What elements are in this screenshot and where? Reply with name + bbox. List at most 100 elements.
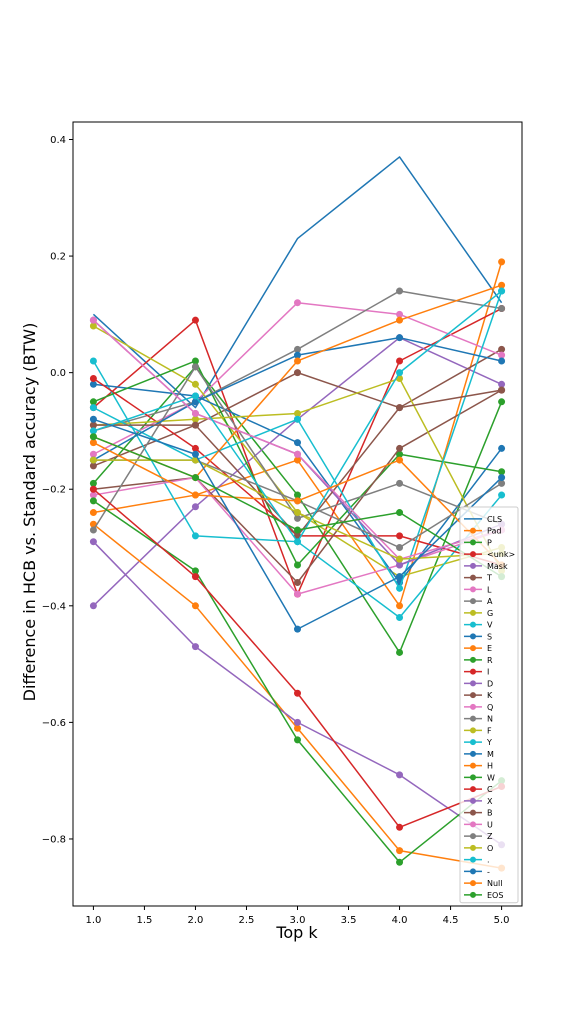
data-point — [191, 532, 199, 540]
data-point — [396, 310, 404, 318]
data-point — [294, 514, 301, 522]
data-point — [191, 421, 199, 429]
data-point — [89, 497, 97, 505]
x-tick-label: 3.0 — [290, 915, 306, 926]
data-point — [89, 374, 97, 382]
data-point — [294, 689, 301, 697]
x-axis-label: Top k — [275, 923, 318, 942]
legend-marker — [470, 633, 476, 640]
legend-marker — [470, 645, 476, 652]
data-point — [89, 450, 97, 458]
legend-label: CLS — [487, 515, 502, 524]
data-point — [294, 456, 301, 464]
data-point — [89, 415, 97, 423]
legend-label: N — [487, 715, 493, 724]
series-30 — [89, 415, 506, 633]
legend-marker — [470, 527, 476, 534]
legend-marker — [470, 551, 476, 558]
data-point — [89, 509, 97, 517]
data-point — [89, 602, 97, 610]
x-tick-label: 2.5 — [239, 915, 255, 926]
legend-marker — [470, 821, 476, 828]
data-point — [396, 357, 404, 365]
legend-marker — [470, 739, 476, 746]
data-point — [89, 485, 97, 493]
legend-marker — [470, 715, 476, 722]
y-tick-label: 0.0 — [50, 368, 66, 379]
data-point — [294, 369, 301, 377]
legend-marker — [470, 868, 476, 875]
y-tick-label: −0.6 — [42, 718, 66, 729]
legend-label: D — [487, 679, 493, 688]
series-25 — [89, 386, 506, 540]
legend-label: Y — [486, 738, 492, 747]
x-tick-label: 1.0 — [85, 915, 101, 926]
data-point — [396, 613, 404, 621]
data-point — [498, 345, 506, 353]
data-point — [396, 858, 404, 866]
legend-marker — [470, 891, 476, 898]
data-point — [498, 305, 506, 313]
data-point — [498, 386, 506, 394]
legend-label: O — [487, 844, 493, 853]
data-point — [498, 357, 506, 365]
data-point — [498, 468, 506, 476]
data-point — [396, 561, 404, 569]
data-point — [89, 479, 97, 487]
data-point — [294, 299, 301, 307]
data-point — [396, 648, 404, 656]
legend-marker — [470, 621, 476, 628]
data-point — [191, 491, 199, 499]
legend: CLS Pad P <unk> Mask TLAGVSERIDKQNFYMHWCXBUZO… — [459, 506, 519, 904]
legend-label: Null — [487, 879, 503, 888]
data-point — [396, 532, 404, 540]
legend-label: EOS — [487, 891, 503, 900]
data-point — [498, 479, 506, 487]
data-point — [294, 509, 301, 517]
data-point — [294, 736, 301, 744]
data-point — [89, 427, 97, 435]
legend-marker — [470, 797, 476, 804]
y-tick-label: −0.4 — [42, 601, 66, 612]
data-point — [191, 474, 199, 482]
x-tick-label: 3.5 — [341, 915, 357, 926]
y-axis-label: Difference in HCB vs. Standard accuracy … — [20, 323, 39, 702]
y-axis-ticks: 0.4 0.2 0.0 −0.2 −0.4 −0.6 −0.8 — [42, 135, 73, 845]
legend-marker — [470, 880, 476, 887]
data-point — [498, 380, 506, 388]
data-point — [191, 392, 199, 400]
x-axis-ticks: 1.0 1.5 2.0 2.5 3.0 3.5 4.0 4.5 5.0 — [85, 906, 510, 926]
data-point — [294, 561, 301, 569]
data-point — [396, 823, 404, 831]
legend-label: K — [487, 691, 493, 700]
legend-label: <unk> — [487, 550, 515, 559]
legend-label: Mask — [487, 562, 508, 571]
x-tick-label: 4.0 — [392, 915, 408, 926]
data-point — [191, 380, 199, 388]
series-29 — [89, 287, 506, 546]
data-point — [191, 415, 199, 423]
legend-marker — [470, 562, 476, 569]
legend-label: T — [486, 574, 492, 583]
data-point — [498, 281, 506, 289]
data-point — [396, 544, 404, 552]
data-point — [89, 439, 97, 447]
legend-label: V — [487, 621, 493, 630]
data-point — [89, 526, 97, 534]
x-tick-label: 1.5 — [136, 915, 152, 926]
data-point — [396, 450, 404, 458]
legend-marker — [470, 680, 476, 687]
data-point — [498, 398, 506, 406]
legend-label: G — [487, 609, 493, 618]
data-point — [89, 322, 97, 330]
data-point — [191, 573, 199, 581]
y-tick-label: 0.2 — [50, 252, 66, 263]
data-point — [294, 439, 301, 447]
data-point — [294, 578, 301, 586]
legend-marker — [470, 668, 476, 675]
data-point — [396, 573, 404, 581]
data-point — [396, 847, 404, 855]
series-6 — [89, 299, 506, 458]
data-point — [191, 503, 199, 511]
